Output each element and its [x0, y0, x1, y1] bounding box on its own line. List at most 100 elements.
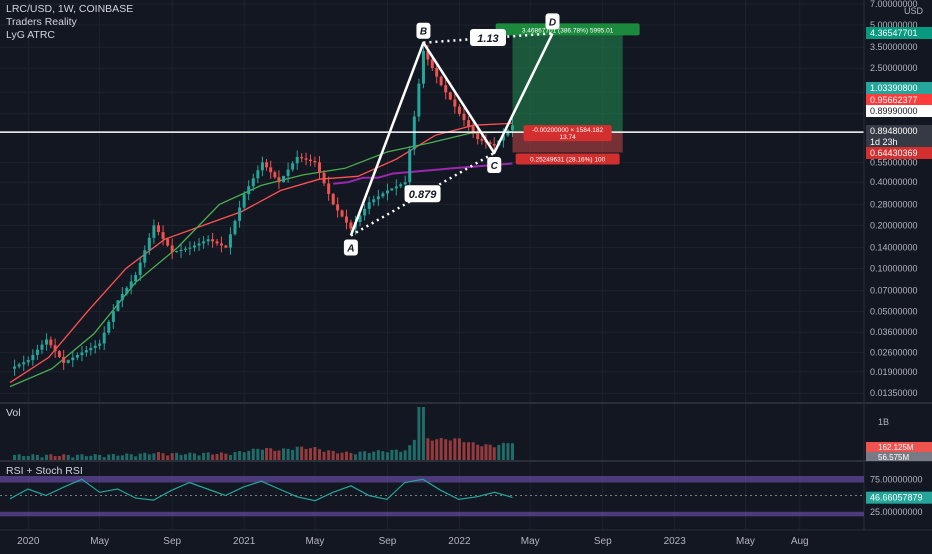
candle-body: [53, 345, 57, 352]
volume-bar: [511, 443, 515, 460]
candle-body: [224, 245, 228, 248]
candle-body: [215, 241, 219, 244]
price-tick-label: 0.02600000: [870, 347, 918, 357]
volume-bar: [107, 454, 111, 460]
volume-bar: [353, 454, 357, 460]
candle-body: [143, 250, 147, 263]
volume-bar: [349, 453, 353, 460]
price-badge-bg: [866, 125, 932, 137]
candle-body: [192, 245, 196, 248]
candle-body: [300, 156, 304, 159]
price-badge-bg: [866, 82, 932, 94]
candle-body: [399, 184, 403, 187]
candle-body: [480, 139, 484, 141]
volume-bar: [300, 446, 304, 460]
volume-bar: [412, 439, 416, 460]
volume-bar: [488, 444, 492, 460]
volume-bar: [381, 451, 385, 460]
volume-bar: [340, 452, 344, 460]
time-tick-label: May: [521, 536, 540, 547]
price-tick-label: 0.40000000: [870, 177, 918, 187]
volume-bar: [492, 447, 496, 460]
candle-body: [260, 162, 264, 171]
time-tick-label: May: [305, 536, 324, 547]
time-tick-label: May: [736, 536, 755, 547]
volume-badge-red: 162.125M: [878, 443, 914, 452]
candle-body: [120, 294, 124, 301]
candle-body: [75, 355, 79, 358]
candle-body: [492, 143, 496, 146]
candle-body: [265, 162, 269, 168]
volume-bar: [129, 454, 133, 460]
volume-bar: [476, 444, 480, 460]
candle-body: [17, 364, 21, 367]
symbol-title[interactable]: LRC/USD, 1W, COINBASE: [6, 3, 134, 15]
candle-body: [421, 50, 425, 84]
candle-body: [282, 175, 286, 183]
volume-bar: [247, 450, 251, 460]
volume-bar: [31, 454, 35, 460]
volume-bar: [291, 449, 295, 460]
volume-bar: [394, 449, 398, 460]
volume-bar: [260, 449, 264, 460]
volume-bar: [125, 453, 129, 460]
volume-bar: [385, 452, 389, 460]
price-tick-label: 0.20000000: [870, 220, 918, 230]
candle-body: [147, 237, 151, 251]
candle-body: [166, 238, 170, 246]
indicator-lyg-atrc[interactable]: LyG ATRC: [6, 29, 56, 41]
volume-bar: [98, 454, 102, 460]
volume-badge-gray-bg: [866, 452, 932, 461]
candle-body: [408, 149, 412, 183]
volume-bar: [211, 454, 215, 460]
candle-body: [467, 120, 471, 127]
candle-body: [358, 215, 362, 222]
pattern-point-bg: [343, 239, 358, 256]
candle-body: [439, 76, 443, 86]
candle-body: [111, 311, 115, 322]
volume-bar: [170, 453, 174, 460]
candle-body: [349, 222, 353, 229]
candle-body: [202, 241, 206, 244]
volume-bar: [506, 443, 510, 460]
candle-body: [435, 68, 439, 77]
candle-body: [462, 113, 466, 121]
volume-axis-label: 1B: [878, 417, 889, 427]
volume-bar: [40, 457, 44, 460]
candle-body: [273, 172, 277, 178]
volume-pane-title: Vol: [6, 407, 21, 419]
candle-body: [448, 92, 452, 100]
price-tick-label: 0.01350000: [870, 388, 918, 398]
candle-body: [206, 239, 210, 242]
price-badge-bg: [866, 94, 932, 106]
volume-bar: [26, 456, 30, 460]
volume-bar: [277, 450, 281, 460]
candle-body: [98, 343, 102, 346]
price-badge-bg: [866, 147, 932, 159]
volume-bar: [192, 453, 196, 460]
candle-body: [84, 350, 88, 353]
volume-bar: [89, 455, 93, 460]
price-badge: 1.03390800: [870, 83, 918, 93]
rsi-oversold-band: [0, 511, 864, 517]
candle-body: [501, 135, 505, 141]
price-tick-label: 5.00000000: [870, 20, 918, 30]
indicator-traders-reality[interactable]: Traders Reality: [6, 16, 77, 28]
price-tick-label: 0.14000000: [870, 243, 918, 253]
price-tick-label: 2.50000000: [870, 63, 918, 73]
price-badge: 0.64430369: [870, 148, 918, 158]
candle-body: [256, 170, 260, 179]
volume-bar: [471, 442, 475, 460]
volume-bar: [421, 407, 425, 460]
retracement-label-ac: 0.879: [409, 189, 437, 201]
volume-bar: [457, 438, 461, 460]
volume-bar: [304, 448, 308, 460]
volume-bar: [317, 449, 321, 460]
candle-body: [13, 366, 17, 369]
volume-bar: [238, 451, 242, 460]
candle-body: [102, 332, 106, 344]
volume-bar: [501, 442, 505, 460]
volume-bar: [408, 445, 412, 460]
volume-bar: [480, 446, 484, 460]
